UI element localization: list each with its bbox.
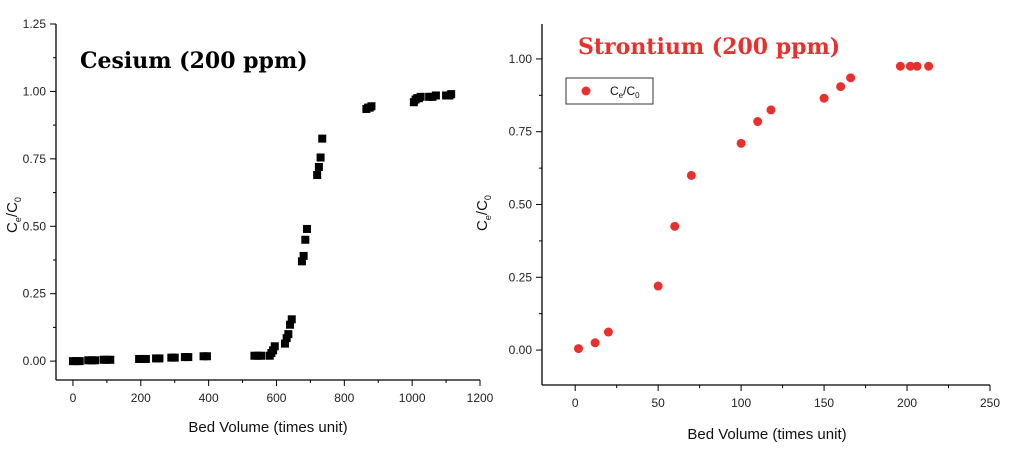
cesium-y-tick-label: 0.75 — [23, 152, 47, 166]
strontium-y-tick-label: 0.75 — [509, 125, 533, 139]
cesium-data-point — [431, 91, 440, 100]
cesium-x-tick-label: 400 — [199, 391, 219, 405]
strontium-x-tick-label: 200 — [897, 396, 917, 410]
strontium-data-point — [590, 338, 600, 348]
strontium-data-point — [905, 61, 915, 71]
cesium-data-point — [141, 354, 150, 363]
cesium-y-tick-label: 1.25 — [23, 17, 47, 31]
cesium-x-axis-title: Bed Volume (times unit) — [188, 419, 347, 436]
strontium-x-tick-label: 100 — [731, 396, 751, 410]
strontium-y-tick-label: 1.00 — [509, 52, 533, 66]
cesium-data-point — [303, 224, 312, 233]
cesium-data-point — [184, 353, 193, 362]
svg-text:Ce/C0: Ce/C0 — [610, 84, 640, 100]
strontium-data-point — [819, 93, 829, 103]
cesium-chart: Cesium (200 ppm) Bed Volume (times unit)… — [4, 17, 494, 436]
cesium-data-point — [301, 235, 310, 244]
cesium-data-point — [280, 339, 289, 348]
strontium-data-point — [736, 138, 746, 148]
cesium-data-point — [297, 257, 306, 266]
strontium-data-point — [653, 281, 663, 291]
cesium-data-point — [316, 153, 325, 162]
cesium-data-point — [270, 342, 279, 351]
strontium-data-point — [836, 82, 846, 92]
cesium-y-axis-title: Ce/C0 — [4, 197, 23, 233]
svg-text:Ce/C0: Ce/C0 — [474, 195, 493, 231]
cesium-data-point — [314, 162, 323, 171]
legend-marker — [581, 86, 591, 96]
cesium-data-point — [202, 352, 211, 361]
cesium-data-point — [287, 315, 296, 324]
cesium-data-point — [282, 334, 291, 343]
strontium-x-tick-label: 0 — [572, 396, 579, 410]
strontium-y-tick-label: 0.00 — [509, 343, 533, 357]
strontium-legend: Ce/C0 — [565, 77, 654, 105]
cesium-data-point — [106, 355, 115, 364]
cesium-title: Cesium (200 ppm) — [80, 48, 308, 74]
cesium-data-point — [299, 251, 308, 260]
cesium-y-tick-label: 1.00 — [23, 84, 47, 98]
strontium-data-point — [574, 344, 584, 354]
cesium-y-tick-label: 0.25 — [23, 287, 47, 301]
cesium-x-tick-label: 1000 — [399, 391, 426, 405]
strontium-title: Strontium (200 ppm) — [578, 34, 840, 60]
cesium-x-tick-label: 1200 — [467, 391, 494, 405]
cesium-data-point — [75, 357, 84, 366]
strontium-y-tick-label: 0.25 — [509, 270, 533, 284]
strontium-data-point — [766, 105, 776, 115]
cesium-data-point — [416, 92, 425, 101]
cesium-x-tick-label: 600 — [266, 391, 286, 405]
strontium-data-point — [753, 117, 763, 127]
cesium-data-point — [318, 134, 327, 143]
strontium-chart: Strontium (200 ppm) Bed Volume (times un… — [474, 24, 1000, 443]
cesium-data-point — [367, 102, 376, 111]
cesium-data-point — [170, 353, 179, 362]
cesium-data-point — [155, 354, 164, 363]
strontium-x-tick-label: 150 — [814, 396, 834, 410]
cesium-x-tick-label: 200 — [131, 391, 151, 405]
strontium-y-axis-title: Ce/C0 — [474, 195, 493, 231]
cesium-y-tick-label: 0.50 — [23, 219, 47, 233]
strontium-x-tick-label: 250 — [980, 396, 1000, 410]
strontium-data-point — [846, 73, 856, 83]
strontium-data-point — [603, 327, 613, 337]
cesium-data-point — [269, 346, 278, 355]
cesium-y-tick-label: 0.00 — [23, 354, 47, 368]
cesium-x-tick-label: 800 — [334, 391, 354, 405]
strontium-y-tick-label: 0.50 — [509, 198, 533, 212]
cesium-data-point — [286, 320, 295, 329]
strontium-data-point — [686, 170, 696, 180]
strontium-data-point — [924, 61, 934, 71]
strontium-x-tick-label: 50 — [651, 396, 665, 410]
svg-text:Ce/C0: Ce/C0 — [4, 197, 23, 233]
cesium-data-point — [313, 171, 322, 180]
cesium-data-point — [91, 356, 100, 365]
cesium-x-tick-label: 0 — [70, 391, 77, 405]
cesium-data-point — [447, 90, 456, 99]
cesium-data-point — [257, 351, 266, 360]
strontium-data-point — [895, 61, 905, 71]
legend-box — [565, 77, 654, 105]
cesium-data-point — [284, 330, 293, 339]
strontium-x-axis-title: Bed Volume (times unit) — [687, 426, 846, 443]
strontium-data-point — [912, 61, 922, 71]
strontium-data-point — [670, 221, 680, 231]
